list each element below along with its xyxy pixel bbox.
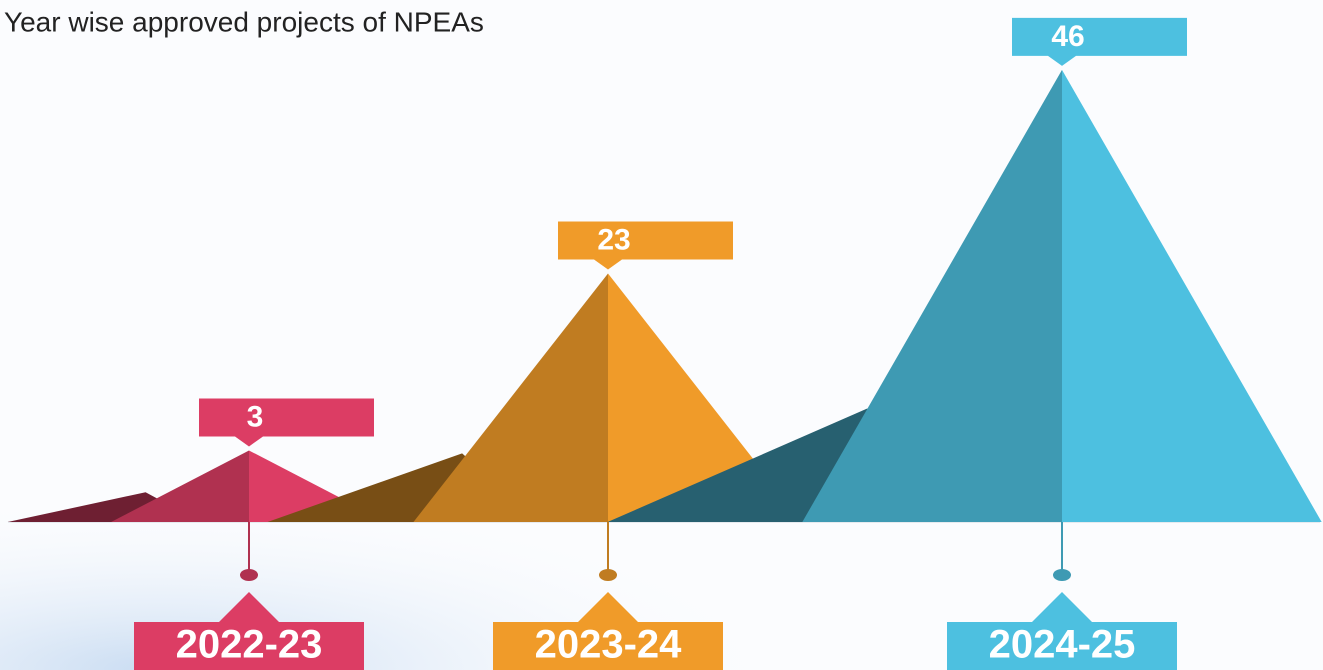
category-callout xyxy=(134,592,364,670)
category-callout xyxy=(493,592,723,670)
value-label: 3 xyxy=(247,400,264,433)
value-callout xyxy=(1012,17,1187,66)
pyramid-right-face xyxy=(1062,69,1322,523)
category-callout xyxy=(947,592,1177,670)
pyramid-left-face xyxy=(111,450,249,522)
stem-dot xyxy=(240,569,258,581)
value-label: 46 xyxy=(1051,20,1084,53)
value-callout xyxy=(199,398,374,447)
stem-dot xyxy=(599,569,617,581)
pyramid-left-face xyxy=(802,69,1062,523)
pyramid-left-face xyxy=(413,273,608,522)
category-label: 2024-25 xyxy=(989,623,1136,667)
value-callout xyxy=(558,221,733,270)
value-label: 23 xyxy=(597,223,630,256)
chart-title: Year wise approved projects of NPEAs xyxy=(4,6,484,37)
stem-dot xyxy=(1053,569,1071,581)
category-label: 2023-24 xyxy=(535,623,683,667)
category-label: 2022-23 xyxy=(176,623,323,667)
pyramid-right-face xyxy=(249,450,387,522)
